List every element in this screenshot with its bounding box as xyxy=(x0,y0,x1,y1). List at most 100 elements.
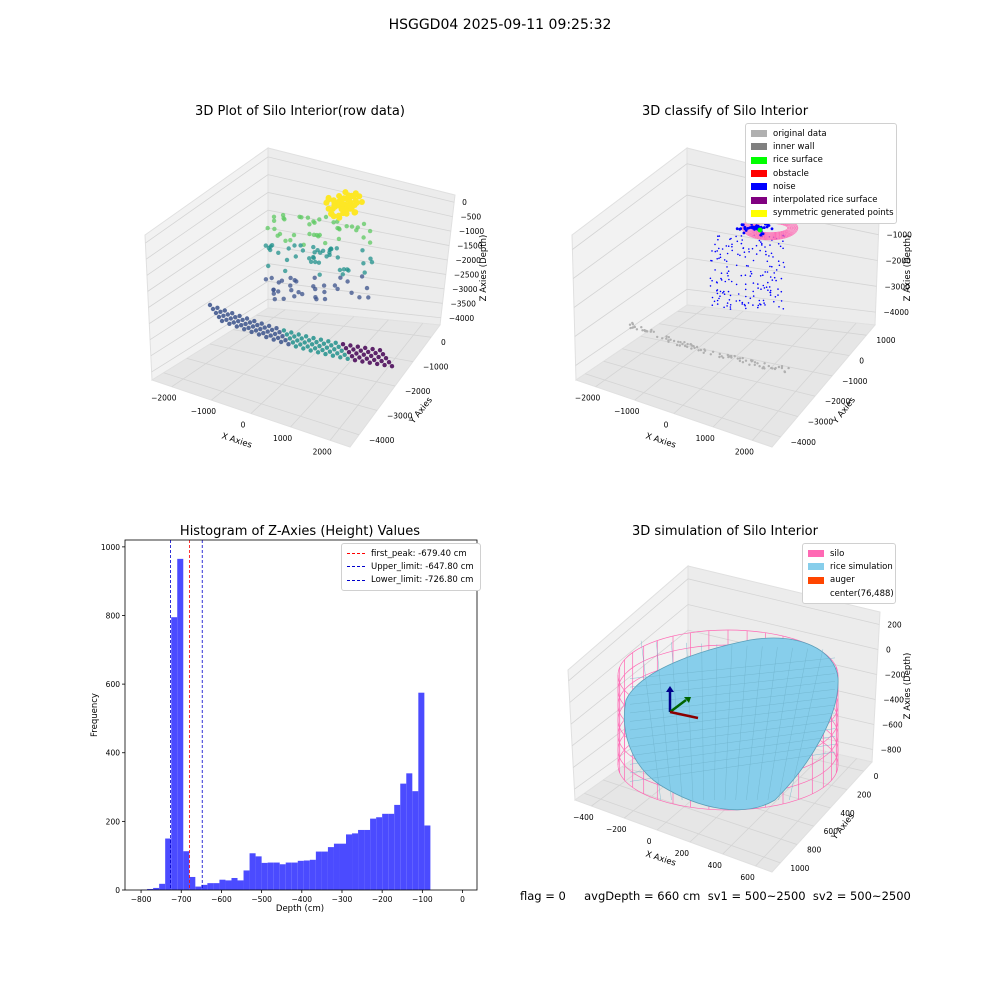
data-point xyxy=(656,335,659,339)
legend-swatch xyxy=(808,590,824,597)
x-tick-label: −700 xyxy=(171,895,192,904)
data-point xyxy=(714,243,716,246)
data-point xyxy=(787,366,790,370)
data-point xyxy=(335,286,340,292)
data-point xyxy=(769,289,772,292)
data-point xyxy=(314,339,319,345)
legend-item: rice surface xyxy=(751,154,891,167)
data-point xyxy=(269,275,274,281)
legend-label: silo xyxy=(830,548,845,559)
data-point xyxy=(755,244,758,247)
data-point xyxy=(723,259,726,261)
data-point xyxy=(306,338,312,343)
data-point xyxy=(240,317,245,323)
data-point xyxy=(337,267,343,273)
panel4-zlabel: Z Axies (Depth) xyxy=(903,653,913,720)
histogram-bar xyxy=(261,862,268,890)
data-point xyxy=(737,253,739,256)
data-point xyxy=(289,330,294,335)
histogram-bar xyxy=(231,877,238,890)
data-point xyxy=(780,300,783,302)
data-point xyxy=(222,308,227,313)
data-point xyxy=(335,351,340,356)
data-point xyxy=(322,289,327,295)
data-point xyxy=(770,366,773,370)
data-point xyxy=(699,348,703,352)
data-point xyxy=(359,274,365,279)
data-point xyxy=(750,272,753,275)
data-point xyxy=(714,250,717,253)
x-tick-label: 0 xyxy=(664,421,669,430)
auger-axes xyxy=(666,686,699,720)
data-point xyxy=(762,299,765,302)
data-point xyxy=(725,245,728,247)
data-point xyxy=(716,292,719,295)
data-point xyxy=(773,272,775,274)
data-point xyxy=(345,356,350,361)
data-point xyxy=(386,360,392,365)
x-tick-label: 0 xyxy=(647,837,652,846)
histogram-bar xyxy=(189,876,196,890)
panel1-title: 3D Plot of Silo Interior(row data) xyxy=(195,104,405,119)
data-point xyxy=(710,259,712,262)
histogram-bar xyxy=(382,813,389,890)
mesh-line xyxy=(629,696,836,722)
data-point xyxy=(376,354,381,360)
data-point xyxy=(768,286,771,288)
data-point xyxy=(760,303,762,306)
data-point xyxy=(741,361,745,364)
histogram-bar xyxy=(388,813,395,890)
histogram-bar xyxy=(243,870,250,890)
data-point xyxy=(283,238,288,243)
data-point xyxy=(762,284,765,287)
data-point xyxy=(360,248,365,253)
data-point xyxy=(317,343,322,349)
mesh-line xyxy=(629,736,836,765)
data-point xyxy=(218,309,223,314)
data-point xyxy=(631,326,634,329)
data-point xyxy=(335,255,340,260)
data-point xyxy=(263,243,268,248)
data-point xyxy=(728,278,730,281)
data-point xyxy=(327,349,333,354)
data-point xyxy=(309,342,315,347)
histogram-bar xyxy=(195,886,202,890)
histogram-bar xyxy=(352,833,359,890)
histogram-bar xyxy=(364,829,371,890)
data-point xyxy=(719,290,722,293)
data-point xyxy=(633,325,636,329)
data-point xyxy=(274,326,279,331)
data-point xyxy=(307,256,312,261)
data-point xyxy=(777,288,779,290)
data-point xyxy=(288,275,293,281)
data-point xyxy=(782,247,784,250)
data-point xyxy=(725,260,728,263)
data-point xyxy=(767,281,769,284)
histogram-bar xyxy=(424,825,431,890)
data-point xyxy=(292,278,297,283)
y-tick-label: −3000 xyxy=(387,411,413,420)
data-point xyxy=(741,356,744,360)
data-point xyxy=(323,240,328,246)
data-point xyxy=(339,348,344,353)
data-point xyxy=(752,290,754,293)
data-point xyxy=(649,330,652,333)
data-point xyxy=(332,283,338,288)
data-point xyxy=(727,245,730,247)
y-tick-label: 800 xyxy=(106,611,121,620)
data-point xyxy=(765,286,768,289)
data-point xyxy=(348,205,355,212)
panel4-title: 3D simulation of Silo Interior xyxy=(632,524,818,539)
data-point xyxy=(764,246,766,248)
data-point xyxy=(748,363,751,366)
y-tick-label: 0 xyxy=(441,338,446,347)
data-point xyxy=(276,250,281,255)
panel2-legend: original data inner wall rice surface obsta… xyxy=(745,123,897,225)
data-point xyxy=(782,308,785,310)
data-point xyxy=(718,355,721,359)
y-tick-label: 600 xyxy=(824,827,839,836)
data-point xyxy=(369,260,375,265)
data-point xyxy=(295,338,300,343)
data-point xyxy=(683,341,686,344)
data-point xyxy=(728,299,731,301)
